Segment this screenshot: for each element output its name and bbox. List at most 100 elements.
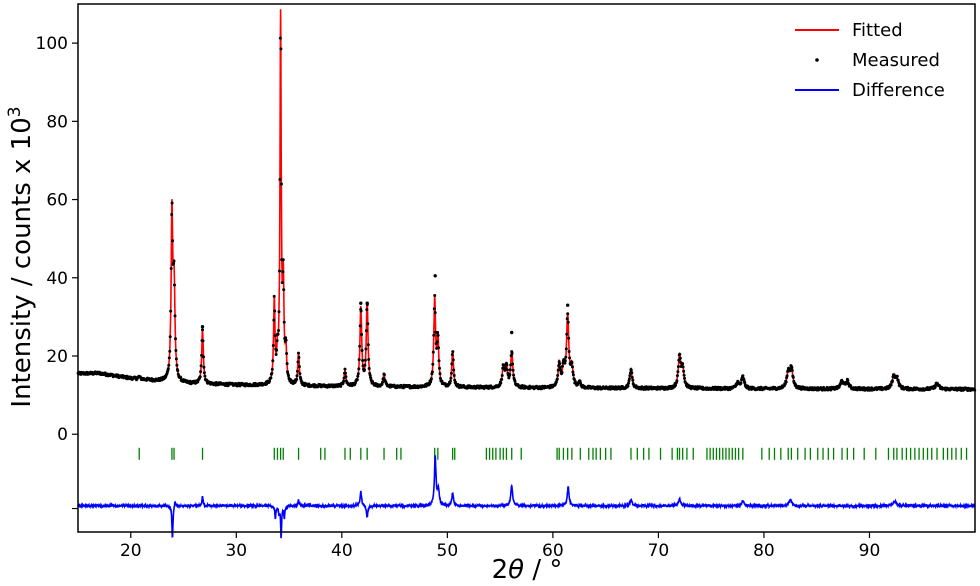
measured-point (567, 336, 571, 340)
measured-point (298, 372, 302, 376)
measured-point (566, 320, 570, 324)
measured-point (682, 369, 686, 373)
plot-area (76, 9, 977, 539)
measured-point (896, 378, 900, 382)
measured-point (295, 377, 299, 381)
measured-point (199, 364, 203, 368)
measured-point (630, 376, 634, 379)
measured-point (365, 308, 369, 312)
x-tick-label: 20 (120, 541, 142, 561)
measured-point (510, 351, 514, 355)
measured-point (433, 294, 437, 297)
measured-point (678, 352, 682, 356)
measured-point (451, 350, 455, 354)
measured-point (450, 353, 454, 357)
measured-point (505, 363, 509, 367)
x-tick-label: 30 (225, 541, 247, 561)
measured-point (169, 309, 173, 313)
measured-point (791, 375, 795, 379)
measured-point (891, 379, 894, 383)
measured-point (564, 347, 568, 351)
reflection-markers (138, 447, 968, 460)
y-tick-label: 20 (46, 347, 68, 367)
y-axis-label-main: Intensity / counts x 10 (7, 117, 37, 407)
measured-point (432, 307, 436, 311)
measured-point (681, 362, 685, 366)
measured-point (167, 363, 171, 367)
measured-point (358, 324, 362, 328)
measured-point (198, 375, 202, 379)
measured-point (556, 368, 560, 372)
measured-point (271, 344, 275, 347)
measured-point (449, 376, 453, 380)
measured-point (172, 259, 176, 263)
measured-point (359, 301, 363, 305)
measured-point (201, 339, 205, 343)
measured-point (564, 355, 568, 359)
measured-point (275, 348, 279, 352)
measured-point (168, 335, 172, 339)
measured-point (202, 365, 206, 369)
measured-point (360, 333, 364, 336)
measured-point (273, 334, 277, 338)
measured-point (499, 381, 503, 385)
measured-point (561, 364, 564, 368)
measured-point (454, 380, 458, 384)
measured-point (270, 367, 274, 371)
measured-point (285, 362, 289, 366)
measured-point (629, 368, 633, 372)
measured-point (363, 363, 367, 367)
measured-point (438, 366, 441, 370)
measured-point (297, 365, 301, 369)
measured-point (508, 368, 512, 372)
measured-point (452, 374, 456, 377)
measured-point (202, 371, 206, 375)
measured-point (273, 309, 277, 313)
measured-point (176, 369, 180, 373)
measured-point (435, 340, 439, 344)
x-tick-label: 80 (753, 541, 775, 561)
x-tick-label: 60 (542, 541, 564, 561)
measured-point (741, 374, 745, 378)
measured-point (433, 274, 437, 278)
measured-point (429, 377, 433, 381)
measured-point (355, 378, 359, 382)
measured-point (344, 375, 348, 379)
measured-point (367, 367, 371, 370)
measured-point (448, 379, 452, 383)
measured-point (343, 367, 347, 371)
measured-point (358, 344, 362, 348)
measured-point (166, 367, 170, 371)
measured-point (436, 333, 440, 337)
measured-point (571, 370, 575, 374)
measured-point (431, 350, 435, 354)
measured-point (364, 347, 368, 351)
measured-point (571, 365, 574, 369)
measured-point (278, 36, 282, 40)
measured-point (505, 368, 509, 372)
measured-point (274, 353, 278, 356)
y-tick-label: 60 (46, 191, 68, 211)
measured-point (339, 384, 343, 388)
measured-point (675, 379, 679, 383)
measured-point (272, 294, 276, 298)
measured-point (563, 359, 567, 363)
measured-point (498, 383, 502, 387)
measured-point (438, 372, 442, 376)
measured-point (202, 355, 205, 359)
measured-point (200, 325, 205, 329)
measured-point (276, 332, 280, 336)
measured-point (173, 314, 177, 318)
measured-point (269, 376, 273, 380)
measured-point (279, 182, 283, 186)
measured-point (846, 379, 850, 383)
measured-point (431, 362, 435, 366)
measured-point (508, 373, 512, 377)
measured-point (382, 373, 386, 377)
measured-point (438, 376, 442, 380)
legend-label-measured: Measured (852, 50, 940, 71)
measured-point (271, 359, 275, 363)
measured-point (432, 333, 436, 337)
measured-point (275, 339, 279, 343)
measured-point (296, 360, 300, 364)
